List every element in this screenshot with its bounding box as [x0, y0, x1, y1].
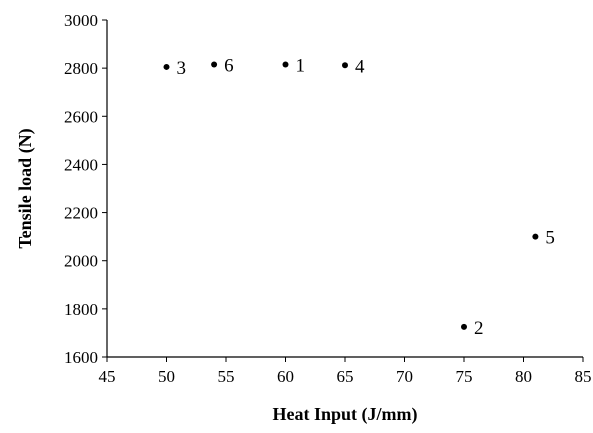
data-point-label: 5	[545, 228, 555, 249]
y-tick-label: 2200	[64, 204, 98, 223]
x-tick-label: 45	[99, 367, 116, 386]
x-tick-label: 80	[515, 367, 532, 386]
data-point	[461, 323, 467, 330]
y-tick-label: 2400	[64, 155, 98, 174]
data-point	[282, 61, 289, 68]
data-point-label: 3	[177, 58, 187, 79]
data-point-label: 2	[474, 318, 484, 339]
y-tick-label: 3000	[64, 11, 98, 30]
data-point-label: 4	[355, 56, 365, 77]
data-point-label: 1	[296, 56, 306, 77]
x-tick-label: 60	[277, 367, 294, 386]
data-point	[163, 63, 170, 70]
x-tick-label: 85	[575, 367, 592, 386]
y-axis-title: Tensile load (N)	[15, 128, 36, 248]
y-tick-label: 2000	[64, 252, 98, 271]
x-tick-label: 50	[158, 367, 175, 386]
data-point	[532, 233, 539, 240]
y-tick-label: 1600	[64, 348, 98, 367]
x-tick-label: 70	[396, 367, 413, 386]
x-tick-label: 65	[337, 367, 354, 386]
y-tick-label: 2800	[64, 59, 98, 78]
x-tick-label: 75	[456, 367, 473, 386]
data-point	[211, 61, 218, 68]
data-point	[342, 62, 348, 69]
y-tick-label: 1800	[64, 300, 98, 319]
x-tick-label: 55	[218, 367, 235, 386]
y-tick-label: 2600	[64, 107, 98, 126]
x-axis-title: Heat Input (J/mm)	[273, 404, 418, 425]
data-points: 1 2 3 4 5 6	[163, 56, 555, 339]
data-point-label: 6	[224, 56, 234, 77]
